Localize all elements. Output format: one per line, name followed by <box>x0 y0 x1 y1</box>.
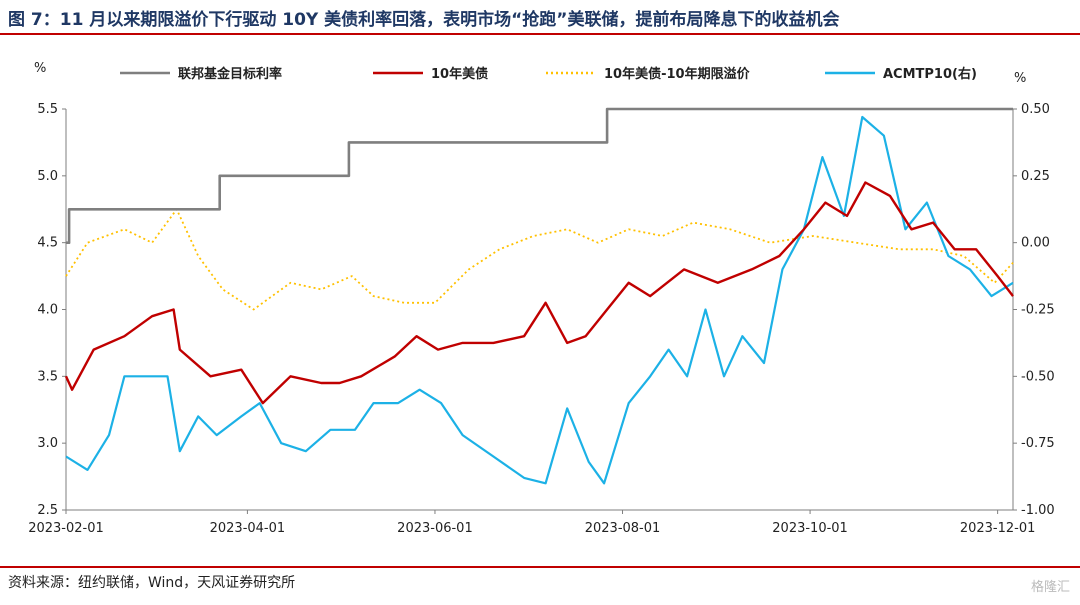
source-note: 资料来源：纽约联储，Wind，天风证券研究所 <box>8 575 296 591</box>
left-tick-label: 4.0 <box>37 303 58 318</box>
acmtp10-line <box>65 115 1014 485</box>
right-tick-label: -0.50 <box>1021 369 1055 384</box>
left-tick-label: 5.5 <box>37 102 58 117</box>
title-divider <box>0 33 1080 35</box>
legend-item-acmtp10-label: ACMTP10(右) <box>883 66 977 82</box>
ust10-yield-line <box>64 181 1014 405</box>
right-tick-label: 0.00 <box>1021 236 1050 251</box>
ust10-minus-term-premium-line <box>65 208 1014 311</box>
legend: 联邦基金目标利率 10年美债 10年美债-10年期限溢价 ACMTP10(右) <box>120 66 977 82</box>
x-tick-label: 2023-08-01 <box>585 521 661 536</box>
left-tick-label: 3.5 <box>37 369 58 384</box>
legend-item-spread-label: 10年美债-10年期限溢价 <box>604 66 751 82</box>
left-axis-unit: % <box>34 61 46 76</box>
legend-item-fed-funds-label: 联邦基金目标利率 <box>178 66 282 82</box>
left-tick-label: 4.5 <box>37 236 58 251</box>
x-tick-label: 2023-10-01 <box>772 521 848 536</box>
right-tick-label: 0.25 <box>1021 169 1050 184</box>
axes-layer: 5.5 5.0 4.5 4.0 3.5 3.0 2.5 0.50 0.25 0.00 -0.25 -0… <box>28 61 1054 536</box>
series-layer <box>64 107 1014 485</box>
right-tick-label: -1.00 <box>1021 503 1055 518</box>
right-tick-label: 0.50 <box>1021 102 1050 117</box>
right-tick-label: -0.75 <box>1021 436 1055 451</box>
left-tick-label: 5.0 <box>37 169 58 184</box>
footer-divider <box>0 566 1080 568</box>
legend-item-ust10-label: 10年美债 <box>431 66 488 82</box>
right-tick-label: -0.25 <box>1021 303 1055 318</box>
fed-funds-target-line <box>66 107 1013 244</box>
x-tick-label: 2023-02-01 <box>28 521 104 536</box>
chart: 5.5 5.0 4.5 4.0 3.5 3.0 2.5 0.50 0.25 0.00 -0.25 -0… <box>28 61 1054 536</box>
right-axis-unit: % <box>1014 71 1026 86</box>
x-tick-label: 2023-06-01 <box>397 521 473 536</box>
watermark: 格隆汇 <box>1030 580 1070 595</box>
chart-title: 图 7：11 月以来期限溢价下行驱动 10Y 美债利率回落，表明市场“抢跑”美联… <box>8 10 840 30</box>
x-tick-label: 2023-04-01 <box>210 521 286 536</box>
left-tick-label: 3.0 <box>37 436 58 451</box>
x-tick-label: 2023-12-01 <box>960 521 1036 536</box>
left-tick-label: 2.5 <box>37 503 58 518</box>
